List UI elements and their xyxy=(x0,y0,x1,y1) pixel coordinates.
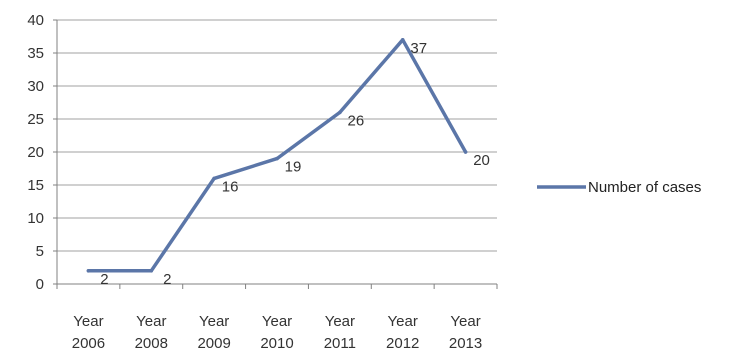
x-tick-label-line1: Year xyxy=(450,313,480,330)
x-tick-label: Year 2009 xyxy=(197,313,230,352)
data-point xyxy=(275,156,279,161)
data-label: 19 xyxy=(285,159,302,176)
y-tick-label: 10 xyxy=(27,210,44,227)
x-tick-label-line1: Year xyxy=(136,313,166,330)
x-tick-label-line2: 2010 xyxy=(260,335,293,352)
data-label: 2 xyxy=(100,271,108,288)
x-tick-label: Year 2008 xyxy=(135,313,168,352)
x-tick-label-line2: 2012 xyxy=(386,335,419,352)
y-tick-label: 40 xyxy=(27,12,44,29)
x-tick-label: Year 2011 xyxy=(324,313,356,352)
data-label: 2 xyxy=(163,271,171,288)
x-tick-label: Year 2006 xyxy=(72,313,105,352)
data-point xyxy=(86,269,91,273)
x-tick-label-line2: 2013 xyxy=(449,335,482,352)
x-tick-label-line2: 2008 xyxy=(135,335,168,352)
x-tick-label-line1: Year xyxy=(388,313,418,330)
x-tick-label: Year 2010 xyxy=(260,313,293,352)
axes xyxy=(56,20,498,289)
data-point xyxy=(149,269,154,273)
x-tick-label-line1: Year xyxy=(199,313,229,330)
y-tick-label: 35 xyxy=(27,45,44,62)
y-tick-label: 0 xyxy=(36,276,44,293)
data-label: 20 xyxy=(473,152,490,169)
data-point xyxy=(338,110,342,115)
x-tick-label: Year 2013 xyxy=(449,313,482,352)
data-label: 37 xyxy=(410,40,427,57)
data-label: 26 xyxy=(348,112,365,129)
data-point xyxy=(400,38,405,42)
y-axis-tick-labels: 0 5 10 15 20 25 30 35 40 xyxy=(27,12,44,293)
x-tick-label-line2: 2011 xyxy=(324,335,356,352)
data-label: 16 xyxy=(222,178,239,195)
gridlines xyxy=(53,19,497,285)
y-tick-label: 30 xyxy=(27,78,44,95)
series-line xyxy=(86,38,468,273)
legend: Number of cases xyxy=(537,179,701,196)
x-tick-label-line1: Year xyxy=(262,313,292,330)
y-tick-label: 15 xyxy=(27,177,44,194)
data-point xyxy=(463,150,468,154)
data-point xyxy=(212,176,216,181)
x-tick-label-line2: 2006 xyxy=(72,335,105,352)
x-tick-label: Year 2012 xyxy=(386,313,419,352)
legend-label: Number of cases xyxy=(588,179,701,196)
series-number-of-cases xyxy=(86,38,468,273)
x-tick-label-line1: Year xyxy=(73,313,103,330)
x-axis-tick-labels: Year 2006 Year 2008 Year 2009 Year 2010 Year 2011… xyxy=(72,313,483,352)
y-tick-label: 25 xyxy=(27,111,44,128)
y-tick-label: 5 xyxy=(36,243,44,260)
x-tick-label-line2: 2009 xyxy=(197,335,230,352)
y-tick-label: 20 xyxy=(27,144,44,161)
x-tick-label-line1: Year xyxy=(325,313,355,330)
data-labels: 2 2 16 19 26 37 20 xyxy=(100,40,490,288)
